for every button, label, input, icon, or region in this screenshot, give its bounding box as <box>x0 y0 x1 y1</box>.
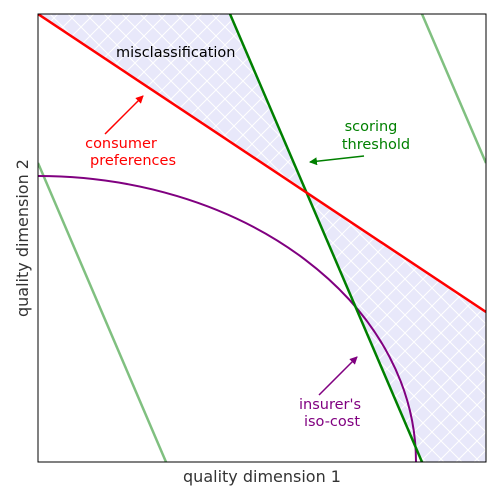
consumer-label-line1: consumer <box>85 136 157 152</box>
consumer-preferences-line <box>38 14 486 314</box>
y-axis-label: quality dimension 2 <box>13 159 32 317</box>
faint-threshold-line-right <box>420 14 486 164</box>
misclassification-region-lower <box>307 191 486 462</box>
misclassification-label: misclassification <box>116 45 236 61</box>
x-axis-label: quality dimension 1 <box>183 467 341 486</box>
isocost-label-line2: iso-cost <box>304 414 360 430</box>
consumer-label-line2: preferences <box>90 153 176 169</box>
scoring-label-line1: scoring <box>345 119 398 135</box>
isocost-label-line1: insurer's <box>299 397 361 413</box>
faint-threshold-line-left <box>38 162 168 462</box>
plot-frame <box>37 13 487 463</box>
scoring-label-line2: threshold <box>342 137 410 153</box>
consumer-arrow <box>104 95 144 135</box>
isocost-arrow <box>318 356 358 396</box>
iso-cost-curve <box>38 175 417 462</box>
scoring-threshold-line <box>228 14 424 462</box>
scoring-arrow <box>309 155 365 166</box>
plot-area <box>38 14 486 462</box>
